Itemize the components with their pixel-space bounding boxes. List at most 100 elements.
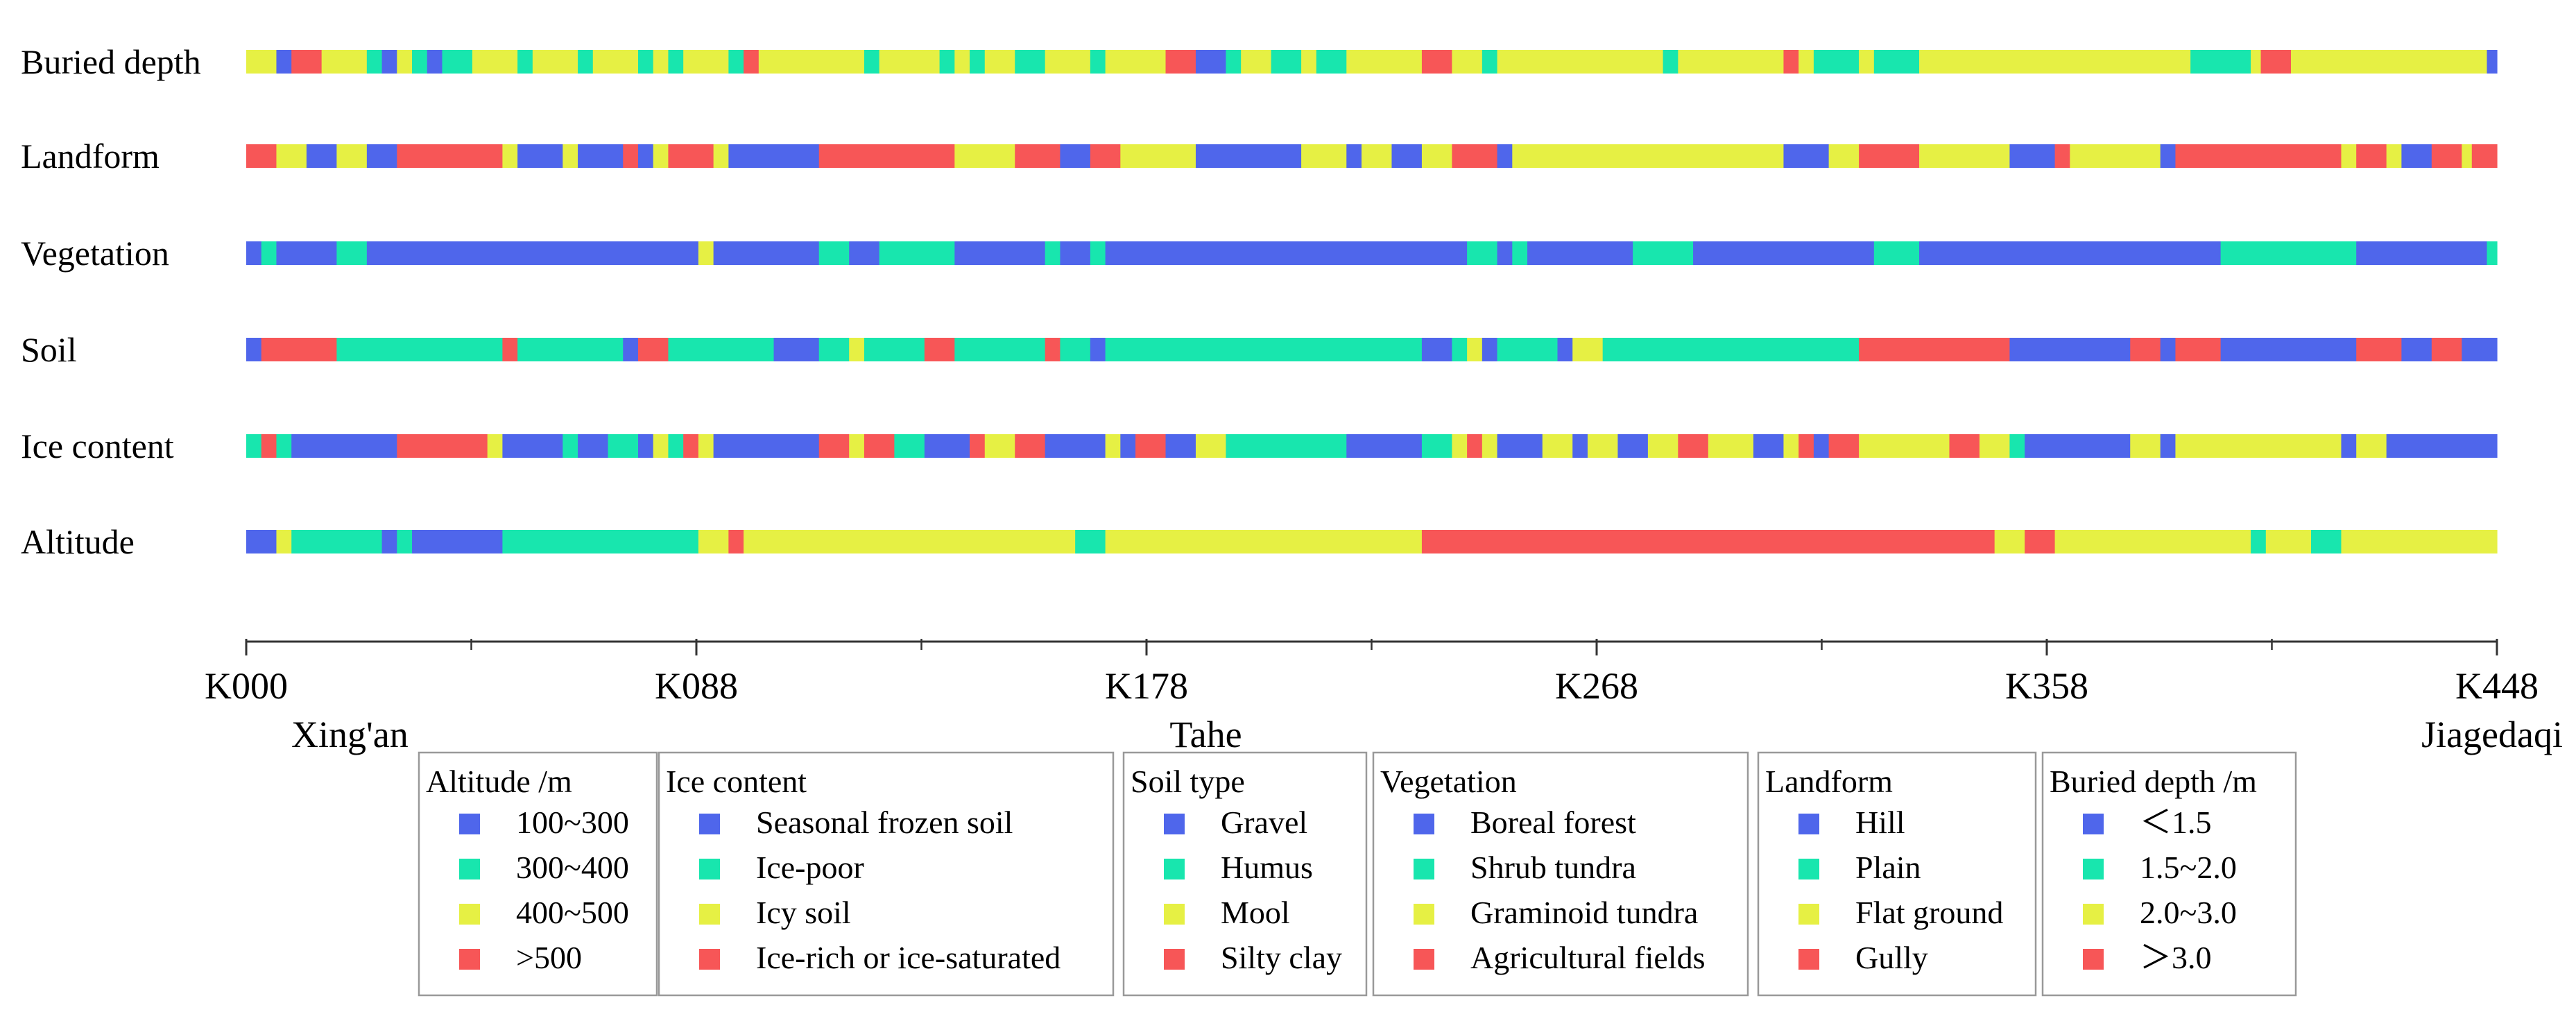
segment [1633,241,1694,265]
segment [2160,434,2176,458]
segment [2356,338,2402,361]
segment [2487,50,2498,74]
segment [1060,241,1091,265]
segment [306,144,337,168]
segment [668,50,684,74]
segment [2265,530,2312,553]
segment [517,144,563,168]
legend-title: Ice content [666,764,807,799]
segment [246,530,277,553]
segment [954,338,1046,361]
segment [261,434,277,458]
segment [412,530,504,553]
row-label: Vegetation [21,234,169,273]
segment [1919,50,2191,74]
segment [1015,144,1061,168]
segment [713,434,820,458]
segment [2251,530,2267,553]
segment [818,241,850,265]
segment [1195,434,1227,458]
segment [954,50,970,74]
segment [637,50,654,74]
legend-swatch [1798,904,1819,925]
segment [578,144,624,168]
segment [1919,144,2010,168]
segment [1663,50,1678,74]
segment [728,144,820,168]
segment [1015,434,1046,458]
row-soil: Soil [21,330,2498,369]
segment [1482,50,1498,74]
segment [1045,338,1061,361]
segment [336,241,368,265]
segment [1090,338,1106,361]
segment [1873,241,1920,265]
segment [2462,338,2498,361]
segment [1346,50,1423,74]
segment [1859,338,2010,361]
segment [1301,50,1317,74]
segment [2130,338,2161,361]
segment [246,338,262,361]
segment [1316,50,1347,74]
legend-title: Vegetation [1380,764,1517,799]
segment [291,530,383,553]
segment [472,50,518,74]
segment [1527,241,1633,265]
segment [2160,144,2176,168]
legend-label: Hill [1855,805,1905,840]
segment [1497,434,1543,458]
segment [1421,338,1452,361]
segment [2009,144,2056,168]
segment [637,434,654,458]
segment [2356,144,2387,168]
segment [818,338,850,361]
segment [1873,50,1920,74]
segment [276,434,292,458]
segment [2025,434,2131,458]
segment [1135,434,1167,458]
segment [1482,434,1498,458]
segment [502,144,518,168]
legend-label: ＞3.0 [2140,940,2212,975]
row-label: Buried depth [21,42,201,81]
segment [1467,241,1498,265]
segment [1482,338,1498,361]
row-label: Landform [21,137,160,175]
segment [1015,50,1046,74]
legend-label: 1.5~2.0 [2140,850,2237,885]
segment [1120,144,1196,168]
segment [2054,530,2251,553]
segment [1105,434,1121,458]
segment [2471,144,2498,168]
segment [773,338,820,361]
segment [1587,434,1619,458]
legend-label: Graminoid tundra [1470,895,1698,930]
segment [939,50,955,74]
segment [849,434,865,458]
segment [698,530,729,553]
place-label: Tahe [1169,714,1242,755]
segment [517,50,533,74]
legend-swatch [1798,949,1819,970]
segment [1617,434,1649,458]
legend-swatch [2083,814,2104,834]
segment [1859,434,1950,458]
segment [1421,530,1995,553]
segment [1060,338,1091,361]
segment [713,241,820,265]
segment [1753,434,1785,458]
segment [970,50,986,74]
legend-swatch [1164,859,1185,879]
segment [1798,434,1814,458]
segment [276,50,292,74]
segment [668,144,714,168]
segment [381,530,397,553]
legend-buried-depth-m: Buried depth /m ＜1.5 1.5~2.0 2.0~3.0 ＞3.0 [2041,751,2297,997]
segment [1226,434,1347,458]
legend-swatch [699,949,720,970]
legend-swatch [2083,859,2104,879]
segment [246,144,277,168]
segment [608,434,639,458]
segment [744,530,1076,553]
